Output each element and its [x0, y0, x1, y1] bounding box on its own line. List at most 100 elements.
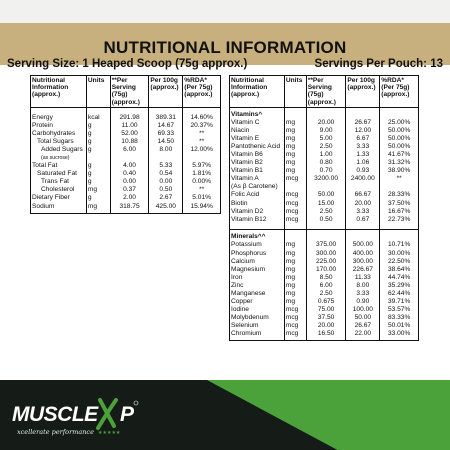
table-row: Total Sugars g 10.88 14.50 **: [31, 137, 221, 146]
nutrient-name: Vitamin B1: [231, 167, 263, 175]
nutrient-unit: mcg: [283, 306, 307, 315]
rda-value: 50.01%: [379, 322, 419, 331]
per-serving-value: 4.00: [109, 162, 149, 171]
table-row: Vitamin B1 mg 0.70 0.93 38.90%: [230, 167, 419, 176]
nutrient-name: Dietary Fiber: [32, 194, 70, 202]
panel-title: NUTRITIONAL INFORMATION: [103, 38, 347, 57]
table-row: Saturated Fat g 0.40 0.54 1.81%: [31, 170, 221, 179]
table-row: (As β Carotene): [230, 183, 419, 192]
nutrient-unit: mg: [85, 202, 111, 211]
table-row: Vitamin C mg 20.00 26.67 25.00%: [230, 118, 419, 127]
nutrient-note: (As β Carotene): [231, 183, 278, 191]
nutrient-unit: mcg: [283, 322, 307, 331]
rda-value: 5.01%: [182, 194, 221, 203]
musclexp-logo: MUSCLE P: [12, 398, 139, 430]
rda-value: 38.90%: [379, 167, 419, 176]
nutrient-unit: g: [85, 170, 111, 179]
rda-value: 50.00%: [379, 142, 419, 151]
rda-value: 14.60%: [182, 113, 221, 122]
logo-x-swoosh: [96, 398, 118, 430]
nutrient-name: Pantothenic Acid: [231, 142, 281, 150]
per-serving-value: 50.00: [305, 191, 346, 200]
rda-value: 33.00%: [379, 330, 419, 339]
rda-value: 38.64%: [379, 265, 419, 274]
per-serving-value: 0.50: [305, 215, 346, 224]
nutrient-name: Vitamin B2: [231, 159, 263, 167]
nutrient-name: Magnesium: [231, 265, 266, 273]
col-header-units: Units: [85, 75, 111, 108]
nutrient-unit: mg: [283, 167, 307, 176]
nutrient-unit: mg: [283, 281, 307, 290]
table-row: Total Fat g 4.00 5.33 5.97%: [31, 162, 221, 171]
table-row: Vitamin B6 mg 1.00 1.33 41.67%: [230, 150, 419, 160]
table-row: Pantothenic Acid mg 2.50 3.33 50.00%: [230, 142, 419, 151]
table-row: Cholesterol mg 0.37 0.50 **: [31, 186, 221, 195]
rda-value: 25.00%: [379, 118, 419, 127]
per-serving-value: 375.00: [305, 241, 346, 250]
nutrient-name: Protein: [32, 121, 53, 129]
nutrient-name: Potassium: [231, 241, 262, 249]
per-100g-value: 26.67: [345, 322, 380, 331]
nutrient-unit: mg: [283, 249, 307, 258]
per-100g-value: 69.33: [148, 129, 183, 138]
table-row: Niacin mg 9.00 12.00 50.00%: [230, 126, 419, 135]
per-100g-value: 1.06: [345, 159, 380, 168]
per-100g-value: 5.33: [148, 162, 183, 171]
rda-value: 28.33%: [379, 191, 419, 200]
table-row: Vitamin B12 mcg 0.50 0.67 22.73%: [230, 215, 419, 224]
table-row: Magnesium mg 170.00 226.67 38.64%: [230, 265, 419, 274]
per-serving-value: 2.50: [305, 289, 346, 299]
per-100g-value: 8.00: [345, 281, 380, 290]
nutrient-unit: mg: [283, 289, 307, 299]
rda-value: 62.44%: [379, 289, 419, 299]
per-serving-value: 75.00: [305, 306, 346, 315]
nutrient-name: Vitamin A: [231, 175, 259, 183]
per-serving-value: 6.00: [305, 281, 346, 290]
per-100g-value: 100.00: [345, 306, 380, 315]
per-100g-value: 66.67: [345, 191, 380, 200]
per-100g-value: 8.00: [148, 145, 183, 154]
per-serving-value: 11.00: [109, 121, 149, 130]
nutrient-unit: mg: [283, 298, 307, 307]
nutrient-note: (as sucrose): [41, 154, 70, 161]
nutrient-unit: mcg: [283, 314, 307, 323]
rda-value: 39.71%: [379, 298, 419, 307]
per-100g-value: 400.00: [345, 249, 380, 258]
per-100g-value: 50.00: [345, 314, 380, 323]
per-100g-value: 11.33: [345, 273, 380, 282]
rda-value: **: [182, 137, 221, 146]
per-100g-value: 226.67: [345, 265, 380, 274]
col-header-rda: %RDA* (Per 75g) (approx.): [379, 75, 419, 108]
per-100g-value: 0.00: [148, 178, 183, 187]
nutrient-name: Total Sugars: [37, 137, 74, 145]
logo-text-muscle: MUSCLE: [12, 403, 99, 426]
rda-value: 20.37%: [182, 121, 221, 130]
nutrient-unit: mg: [283, 159, 307, 168]
table-row: Vitamin E mg 5.00 6.67 50.00%: [230, 134, 419, 143]
nutrient-name: Carbohydrates: [32, 129, 76, 137]
table-row: Dietary Fiber g 2.00 2.67 5.01%: [31, 194, 221, 203]
nutrient-unit: mcg: [283, 207, 307, 216]
per-serving-value: 20.00: [305, 322, 346, 331]
rda-value: **: [182, 129, 221, 138]
table-row: Sodium mg 318.75 425.00 15.94%: [31, 202, 221, 211]
per-serving-value: 8.50: [305, 273, 346, 282]
nutrient-unit: mg: [283, 118, 307, 127]
nutrient-name: Iodine: [231, 306, 249, 314]
nutrient-unit: mg: [283, 257, 307, 266]
per-serving-value: 5.00: [305, 134, 346, 143]
nutrient-name: Chromium: [231, 330, 262, 338]
nutrient-unit: mcg: [283, 175, 307, 184]
table-row: Iron mg 8.50 11.33 44.74%: [230, 273, 419, 282]
per-serving-value: 52.00: [109, 129, 149, 138]
per-100g-value: 500.00: [345, 241, 380, 250]
nutrient-unit: g: [85, 137, 111, 146]
serving-size: Serving Size: 1 Heaped Scoop (75g approx…: [7, 58, 248, 70]
col-header-units: Units: [283, 75, 307, 108]
nutrient-unit: mg: [283, 150, 307, 160]
nutrient-name: Cholesterol: [41, 186, 75, 194]
nutrient-unit: mcg: [283, 215, 307, 224]
header-gold-band: [0, 23, 450, 65]
table-row: Phosphorus mg 300.00 400.00 30.00%: [230, 249, 419, 258]
per-serving-value: 0.37: [109, 186, 149, 195]
